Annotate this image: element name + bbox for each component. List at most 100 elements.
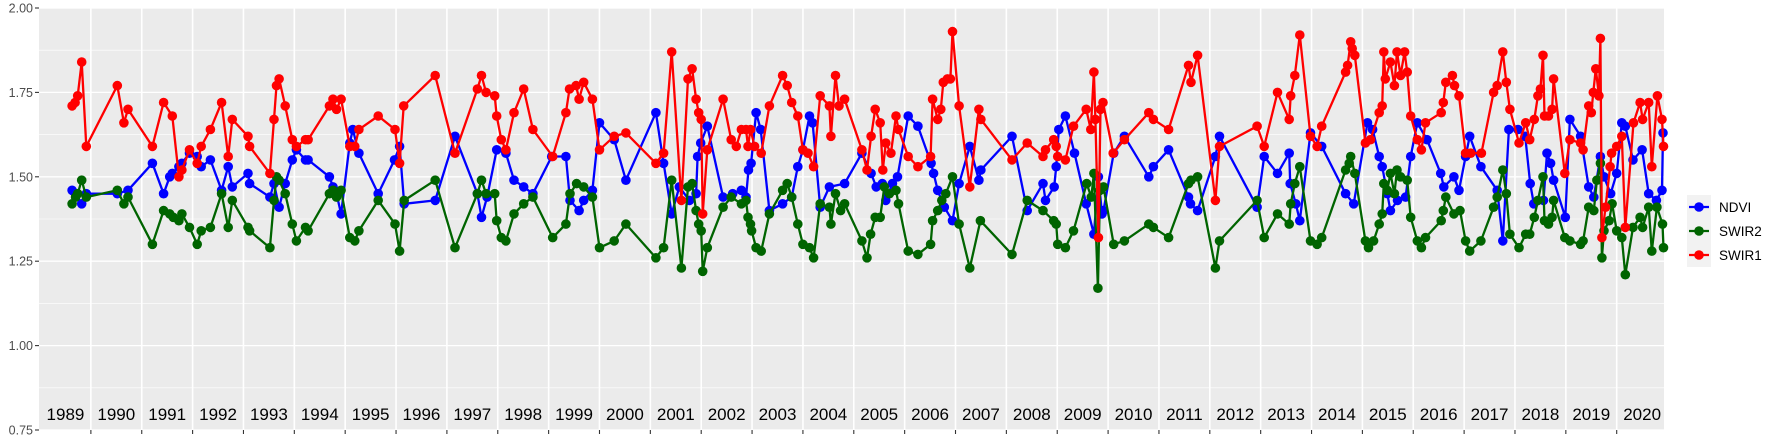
data-point-ndvi	[1374, 151, 1384, 162]
data-point-swir1	[528, 124, 538, 135]
data-point-swir1	[936, 104, 946, 115]
data-point-ndvi	[1545, 158, 1556, 169]
year-label: 2001	[657, 405, 695, 424]
data-point-swir1	[965, 182, 975, 192]
data-point-swir1	[1620, 222, 1631, 233]
data-point-swir1	[1657, 114, 1667, 125]
data-point-swir2	[1093, 283, 1103, 294]
y-tick-label: 1.75	[9, 86, 33, 100]
data-point-swir1	[147, 141, 158, 152]
data-point-swir2	[879, 182, 890, 192]
data-point-swir1	[1628, 118, 1639, 128]
data-point-swir2	[826, 219, 836, 229]
data-point-ndvi	[578, 195, 589, 206]
data-point-swir1	[177, 165, 187, 175]
data-point-swir2	[875, 212, 885, 223]
data-point-swir1	[1594, 91, 1604, 101]
data-point-ndvi	[903, 111, 913, 121]
data-point-swir2	[450, 242, 460, 253]
data-point-swir2	[1498, 165, 1508, 175]
data-point-swir1	[571, 80, 581, 91]
data-point-swir2	[1548, 195, 1559, 206]
data-point-ndvi	[1620, 121, 1631, 131]
data-point-swir1	[1285, 91, 1296, 101]
data-point-swir1	[1068, 121, 1079, 131]
data-point-swir2	[1476, 236, 1486, 246]
data-point-swir2	[1589, 205, 1599, 216]
data-point-swir1	[1524, 134, 1535, 145]
data-point-swir2	[491, 215, 502, 226]
data-point-swir1	[1637, 114, 1648, 125]
year-label: 1996	[403, 405, 441, 424]
data-point-swir1	[913, 161, 923, 172]
data-point-swir2	[1389, 188, 1400, 199]
data-point-ndvi	[932, 185, 943, 196]
data-point-swir1	[702, 145, 713, 155]
data-point-swir1	[1402, 67, 1412, 77]
data-point-swir2	[399, 195, 410, 206]
data-point-swir2	[793, 219, 803, 229]
data-point-swir2	[147, 239, 158, 250]
data-point-ndvi	[913, 121, 923, 131]
data-point-swir1	[291, 141, 302, 152]
data-point-ndvi	[518, 182, 529, 192]
data-point-swir2	[1578, 236, 1588, 246]
data-point-swir2	[1214, 236, 1225, 246]
data-point-ndvi	[1060, 111, 1071, 121]
data-point-swir2	[578, 182, 589, 192]
data-point-swir2	[227, 195, 238, 206]
data-point-ndvi	[1007, 131, 1017, 142]
data-point-swir1	[578, 77, 589, 88]
data-point-ndvi	[227, 182, 238, 192]
data-point-ndvi	[1657, 185, 1667, 196]
data-point-swir1	[1098, 97, 1108, 108]
data-point-swir1	[398, 101, 409, 111]
data-point-swir1	[430, 70, 441, 81]
year-label: 2004	[809, 405, 847, 424]
data-point-swir1	[1420, 118, 1431, 128]
data-point-swir2	[1617, 232, 1627, 243]
data-point-swir2	[1284, 219, 1294, 229]
data-point-ndvi	[621, 175, 631, 185]
data-point-ndvi	[807, 118, 818, 128]
data-point-swir2	[1492, 192, 1502, 202]
data-point-swir1	[1089, 67, 1099, 77]
data-point-swir1	[974, 104, 984, 115]
data-point-swir1	[1051, 141, 1061, 152]
data-point-swir2	[1363, 242, 1374, 253]
data-point-swir2	[565, 188, 575, 199]
data-point-swir1	[450, 148, 460, 158]
data-point-ndvi	[1454, 185, 1464, 196]
data-point-swir2	[205, 222, 216, 233]
data-point-swir2	[903, 246, 913, 256]
data-point-ndvi	[1148, 161, 1159, 172]
data-point-swir2	[1505, 229, 1515, 239]
data-point-swir1	[834, 101, 844, 111]
data-point-ndvi	[1583, 182, 1594, 192]
data-point-ndvi	[892, 172, 903, 182]
data-point-swir2	[1086, 192, 1097, 202]
data-point-swir1	[676, 195, 687, 206]
data-point-swir1	[196, 141, 206, 152]
data-point-ndvi	[243, 168, 253, 179]
data-point-swir1	[1586, 107, 1597, 118]
data-point-ndvi	[755, 124, 766, 135]
data-point-swir1	[1148, 114, 1159, 125]
data-point-ndvi	[223, 161, 233, 172]
data-point-swir1	[1350, 50, 1360, 61]
data-point-swir2	[1657, 219, 1668, 229]
data-point-swir1	[1316, 121, 1327, 131]
data-point-swir1	[394, 158, 405, 169]
data-point-swir1	[491, 111, 502, 121]
data-point-swir2	[1405, 212, 1416, 223]
data-point-swir1	[336, 94, 346, 104]
data-point-swir2	[1060, 242, 1071, 253]
data-point-swir1	[243, 131, 253, 142]
data-point-swir2	[1290, 178, 1300, 189]
data-point-swir1	[390, 124, 400, 135]
data-point-swir2	[76, 175, 87, 185]
data-point-swir1	[518, 84, 529, 94]
data-point-swir2	[925, 239, 936, 250]
data-point-ndvi	[1439, 182, 1449, 192]
data-point-swir2	[666, 175, 677, 185]
